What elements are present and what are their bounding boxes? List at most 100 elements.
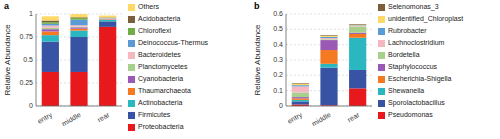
legend-swatch: [128, 4, 135, 11]
panel: 00.10.20.30.40.50.6entrymiddlerearRelati…: [253, 1, 463, 127]
legend-swatch: [128, 16, 135, 23]
legend-label: Bordetella: [388, 51, 420, 58]
bar-segment: [292, 86, 309, 92]
legend-swatch: [128, 88, 135, 95]
legend-swatch: [128, 100, 135, 107]
x-tick-label: entry: [286, 111, 304, 126]
bar-segment: [99, 18, 116, 20]
panel: 00.250.50.751entrymiddlerearRelative Abu…: [3, 1, 208, 131]
bar-segment: [320, 39, 337, 41]
panel-label: b: [254, 1, 260, 11]
legend-label: Shewanella: [388, 87, 424, 94]
y-tick-label: 0: [279, 102, 283, 109]
legend-label: Others: [138, 3, 160, 10]
bars: [292, 24, 367, 106]
bar-segment: [349, 88, 366, 106]
legend-swatch: [378, 64, 385, 71]
bar-segment: [42, 22, 59, 24]
chart-canvas: 00.250.50.751entrymiddlerearRelative Abu…: [0, 0, 500, 139]
y-tick-label: 1: [29, 10, 33, 17]
y-tick-label: 0: [29, 102, 33, 109]
y-axis-line: [286, 14, 287, 106]
bar-segment: [349, 25, 366, 27]
bar-segment: [320, 36, 337, 37]
bar-segment: [320, 50, 337, 64]
legend: Selenomonas_3unidentified_ChloroplastRub…: [378, 3, 463, 119]
legend-label: Pseudomonas: [388, 111, 433, 118]
bar-segment: [349, 24, 366, 26]
bar-segment: [70, 27, 87, 28]
legend-swatch: [128, 40, 135, 47]
bar-segment: [99, 27, 116, 106]
bar-segment: [70, 18, 87, 20]
bar-segment: [99, 20, 116, 21]
legend-swatch: [128, 28, 135, 35]
grid-line: [286, 106, 372, 107]
bar-segment: [70, 14, 87, 17]
panel-label: a: [4, 1, 10, 11]
bar-segment: [99, 17, 116, 18]
bar-segment: [349, 38, 366, 70]
legend-label: Staphylococcus: [388, 63, 438, 71]
bar-segment: [292, 97, 309, 98]
y-tick-label: 0.75: [19, 33, 33, 40]
y-tick-label: 0.5: [273, 25, 283, 32]
bar-segment: [70, 20, 87, 26]
y-tick-label: 0.6: [273, 10, 283, 17]
bar-segment: [42, 29, 59, 31]
legend-label: unidentified_Chloroplast: [388, 15, 463, 23]
x-tick-label: middle: [311, 111, 332, 127]
bar-segment: [320, 37, 337, 38]
legend-swatch: [378, 4, 385, 11]
bar-segment: [70, 31, 87, 37]
bar-segment: [292, 85, 309, 86]
bar-segment: [292, 84, 309, 85]
bar-segment: [292, 98, 309, 100]
legend-label: Firmicutes: [138, 111, 171, 118]
bar-segment: [292, 101, 309, 104]
x-tick-label: rear: [96, 111, 111, 124]
bar-segment: [99, 21, 116, 27]
bar-segment: [292, 93, 309, 98]
bar-segment: [320, 64, 337, 68]
legend-label: Actinobacteria: [138, 99, 182, 106]
legend-label: Escherichia-Shigella: [388, 75, 452, 83]
legend-swatch: [378, 16, 385, 23]
y-tick-label: 0.5: [23, 56, 33, 63]
legend-swatch: [128, 52, 135, 59]
bar-segment: [349, 34, 366, 38]
legend-swatch: [378, 88, 385, 95]
legend-label: Acidobacteria: [138, 15, 181, 22]
bar-segment: [42, 21, 59, 23]
legend-label: Selenomonas_3: [388, 3, 439, 11]
bar-segment: [320, 40, 337, 50]
x-axis-line: [286, 106, 372, 107]
y-tick-label: 0.1: [273, 87, 283, 94]
bar-segment: [99, 19, 116, 20]
bar-segment: [70, 29, 87, 31]
legend-swatch: [378, 28, 385, 35]
legend-label: Deinococcus-Thermus: [138, 39, 209, 46]
bar-segment: [292, 100, 309, 102]
bar-segment: [349, 25, 366, 27]
legend-label: Bacteroidetes: [138, 51, 181, 58]
y-axis-line: [36, 14, 37, 106]
bar-segment: [70, 25, 87, 26]
bar-segment: [42, 42, 59, 72]
x-tick-label: rear: [346, 111, 361, 124]
bar-segment: [42, 16, 59, 20]
bar-segment: [42, 35, 59, 41]
bar-segment: [70, 72, 87, 106]
bar-segment: [42, 26, 59, 28]
y-tick-label: 0.4: [273, 41, 283, 48]
legend-swatch: [378, 112, 385, 119]
bar-segment: [99, 18, 116, 19]
legend-swatch: [128, 64, 135, 71]
y-tick-label: 0.2: [273, 71, 283, 78]
legend-swatch: [378, 100, 385, 107]
bar-segment: [42, 72, 59, 106]
legend-swatch: [128, 76, 135, 83]
legend-label: Proteobacteria: [138, 123, 184, 130]
bar-segment: [320, 68, 337, 106]
y-axis-label: Relative Abundance: [3, 24, 12, 96]
